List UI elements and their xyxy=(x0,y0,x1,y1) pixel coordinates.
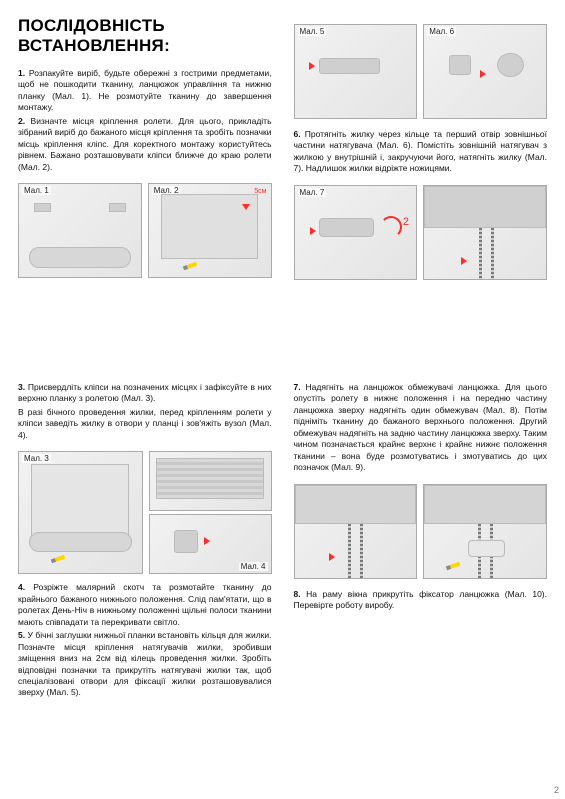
figures-9-10: Мал. 9 Мал. 10 xyxy=(294,484,548,579)
figure-4a xyxy=(149,451,272,511)
figure-4-wrap: Мал. 4 xyxy=(149,451,272,574)
column-2-top: Мал. 5 Мал. 6 6. Протягніть жилку через … xyxy=(294,16,548,368)
main-heading: ПОСЛІДОВНІСТЬ ВСТАНОВЛЕННЯ: xyxy=(18,16,272,56)
figure-3-caption: Мал. 3 xyxy=(22,454,51,463)
page-number: 2 xyxy=(554,785,559,795)
figures-7-8: Мал. 7 2 Мал. 8 xyxy=(294,185,548,280)
figures-1-2: Мал. 1 Мал. 2 5см xyxy=(18,183,272,278)
figures-5-6: Мал. 5 Мал. 6 xyxy=(294,24,548,119)
column-2-bottom: 7. Надягніть на ланцюжок обмежувачі ланц… xyxy=(294,382,548,789)
step-7: 7. Надягніть на ланцюжок обмежувачі ланц… xyxy=(294,382,548,474)
step-3: 3. Присвердліть кліпси на позначених міс… xyxy=(18,382,272,405)
figure-2: Мал. 2 5см xyxy=(148,183,272,278)
figure-4-caption: Мал. 4 xyxy=(239,562,268,571)
figure-3: Мал. 3 xyxy=(18,451,143,574)
figure-6-caption: Мал. 6 xyxy=(427,27,456,36)
step-3-note: В разі бічного проведення жилки, перед к… xyxy=(18,407,272,441)
figure-5: Мал. 5 xyxy=(294,24,418,119)
step-1: 1. Розпакуйте виріб, будьте обережні з г… xyxy=(18,68,272,114)
step-4: 4. Розріжте малярний скотч та розмотайте… xyxy=(18,582,272,628)
step-5: 5. У бічні заглушки нижньої планки встан… xyxy=(18,630,272,699)
step-6: 6. Протягніть жилку через кільце та перш… xyxy=(294,129,548,175)
figure-1: Мал. 1 xyxy=(18,183,142,278)
figures-3-4: Мал. 3 Мал. 4 xyxy=(18,451,272,574)
figure-4b: Мал. 4 xyxy=(149,514,272,574)
figure-9: Мал. 9 xyxy=(294,484,418,579)
column-1-top: ПОСЛІДОВНІСТЬ ВСТАНОВЛЕННЯ: 1. Розпакуйт… xyxy=(18,16,272,368)
figure-10: Мал. 10 xyxy=(423,484,547,579)
figure-6: Мал. 6 xyxy=(423,24,547,119)
figure-7-num: 2 xyxy=(403,216,409,228)
figure-8: Мал. 8 xyxy=(423,185,547,280)
figure-5-caption: Мал. 5 xyxy=(298,27,327,36)
step-2: 2. Визначте місця кріплення ролети. Для … xyxy=(18,116,272,173)
column-1-bottom: 3. Присвердліть кліпси на позначених міс… xyxy=(18,382,272,789)
step-8: 8. На раму вікна прикрутіть фіксатор лан… xyxy=(294,589,548,612)
figure-1-caption: Мал. 1 xyxy=(22,186,51,195)
figure-7: Мал. 7 2 xyxy=(294,185,418,280)
figure-7-caption: Мал. 7 xyxy=(298,188,327,197)
